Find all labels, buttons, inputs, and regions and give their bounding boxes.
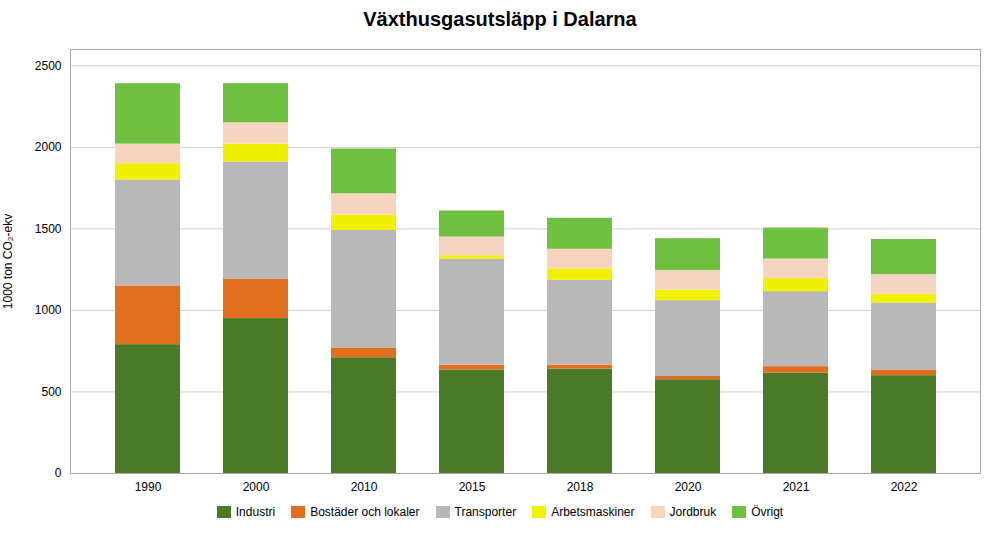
svg-text:2022: 2022 bbox=[891, 480, 918, 494]
svg-text:1990: 1990 bbox=[135, 480, 162, 494]
svg-text:0: 0 bbox=[55, 466, 62, 480]
svg-text:2018: 2018 bbox=[567, 480, 594, 494]
svg-text:2000: 2000 bbox=[35, 140, 62, 154]
svg-text:2000: 2000 bbox=[243, 480, 270, 494]
html-text:Industri: Industri bbox=[235, 505, 276, 519]
html-text:Transporter: Transporter bbox=[454, 505, 517, 519]
html-text:Övrigt: Övrigt bbox=[751, 505, 784, 519]
html-text:Växthusgasutsläpp i Dalarna: Växthusgasutsläpp i Dalarna bbox=[363, 8, 637, 30]
svg-text:1000 ton CO₂-ekv: 1000 ton CO₂-ekv bbox=[1, 214, 15, 309]
svg-text:2021: 2021 bbox=[783, 480, 810, 494]
html-text:Arbetsmaskiner: Arbetsmaskiner bbox=[551, 505, 635, 519]
html-text:Jordbruk: Jordbruk bbox=[669, 505, 717, 519]
svg-text:2500: 2500 bbox=[35, 59, 62, 73]
svg-text:1000: 1000 bbox=[35, 303, 62, 317]
svg-text:1500: 1500 bbox=[35, 222, 62, 236]
svg-text:2010: 2010 bbox=[351, 480, 378, 494]
html-text:Bostäder och lokaler: Bostäder och lokaler bbox=[310, 505, 420, 519]
svg-text:2015: 2015 bbox=[459, 480, 486, 494]
svg-text:2020: 2020 bbox=[675, 480, 702, 494]
svg-text:500: 500 bbox=[41, 385, 61, 399]
